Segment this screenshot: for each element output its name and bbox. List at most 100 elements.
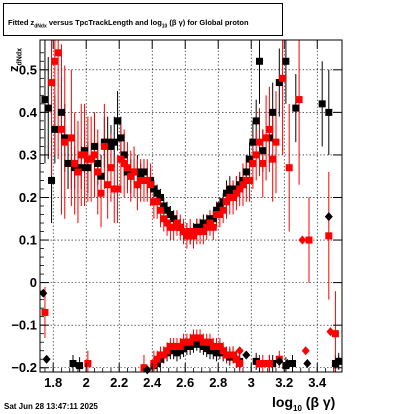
y-tick-label: 0.3 [19, 147, 37, 162]
data-point [189, 232, 197, 240]
data-point [87, 155, 95, 163]
x-axis-label: log10 (β γ) [272, 394, 336, 413]
data-point [186, 228, 194, 236]
title-box: Fitted zdNdx versus TpcTrackLength and l… [3, 3, 283, 36]
data-point [163, 219, 171, 227]
data-point [84, 164, 92, 172]
data-point [206, 338, 214, 346]
data-point [81, 151, 89, 159]
data-point [331, 330, 339, 338]
data-point [57, 125, 65, 133]
data-point [74, 168, 82, 176]
x-tick-label: 2.8 [209, 375, 227, 390]
data-point [199, 228, 207, 236]
data-point [249, 138, 257, 146]
y-axis-label: zdNdx [6, 48, 24, 72]
data-point [156, 206, 164, 214]
data-point [94, 168, 102, 176]
y-tick-label: 0.2 [19, 190, 37, 205]
data-point [84, 359, 92, 367]
data-point [265, 125, 273, 133]
data-point [236, 185, 244, 193]
data-point [262, 134, 270, 142]
data-point [216, 211, 224, 219]
x-tick-label: 1.8 [44, 375, 62, 390]
data-point [295, 96, 303, 104]
x-tick-label: 3 [248, 375, 255, 390]
data-point [100, 142, 108, 150]
data-point [213, 206, 221, 214]
data-point [69, 359, 77, 367]
data-point [54, 49, 62, 57]
data-point [77, 164, 85, 172]
data-point-diamond [324, 212, 333, 222]
data-point-diamond [326, 327, 335, 337]
grid-lines [40, 40, 342, 372]
data-point [206, 219, 214, 227]
data-point [183, 232, 191, 240]
data-point [57, 108, 65, 116]
data-point [318, 100, 326, 108]
data-point [255, 138, 263, 146]
data-point [153, 355, 161, 363]
data-point [166, 211, 174, 219]
data-point [305, 236, 313, 244]
data-point [104, 181, 112, 189]
y-tick-label: 0.4 [19, 105, 38, 120]
data-point [51, 57, 59, 65]
data-point [90, 142, 98, 150]
data-point-diamond [42, 354, 51, 364]
data-point [153, 198, 161, 206]
data-point-diamond [334, 356, 343, 366]
data-point [196, 334, 204, 342]
data-point [170, 215, 178, 223]
data-point [239, 181, 247, 189]
data-point-diamond [303, 358, 312, 368]
data-point [123, 164, 131, 172]
data-point [229, 193, 237, 201]
data-point [120, 151, 128, 159]
data-point [255, 57, 263, 65]
data-point [90, 151, 98, 159]
data-point [170, 223, 178, 231]
data-point [269, 155, 277, 163]
data-point [236, 359, 244, 367]
data-point [147, 181, 155, 189]
y-tick-label: 0.5 [19, 62, 37, 77]
data-point [61, 138, 69, 146]
data-point [163, 206, 171, 214]
data-point [176, 223, 184, 231]
y-tick-label: 0.1 [19, 233, 37, 248]
data-point [226, 185, 234, 193]
data-point-diamond [275, 356, 284, 366]
data-point [292, 104, 300, 112]
data-point [163, 347, 171, 355]
data-point [209, 215, 217, 223]
data-point [160, 215, 168, 223]
data-point-diamond [301, 346, 310, 356]
data-point [114, 185, 122, 193]
data-markers [39, 49, 343, 375]
data-point [130, 168, 138, 176]
data-point [71, 159, 79, 167]
data-point [219, 347, 227, 355]
data-point [232, 355, 240, 363]
data-point [123, 168, 131, 176]
data-point [51, 125, 59, 133]
data-point [48, 79, 56, 87]
data-point [242, 168, 250, 176]
data-point [67, 134, 75, 142]
data-point-diamond [39, 288, 48, 298]
data-point [180, 228, 188, 236]
data-point [117, 134, 125, 142]
data-point [61, 134, 69, 142]
axis-ticks [40, 40, 343, 372]
data-point [104, 138, 112, 146]
data-point [275, 79, 283, 87]
data-point-diamond [235, 346, 244, 356]
data-point [176, 342, 184, 350]
plot-frame [39, 39, 343, 373]
data-point-diamond [283, 358, 292, 368]
data-point [127, 172, 135, 180]
